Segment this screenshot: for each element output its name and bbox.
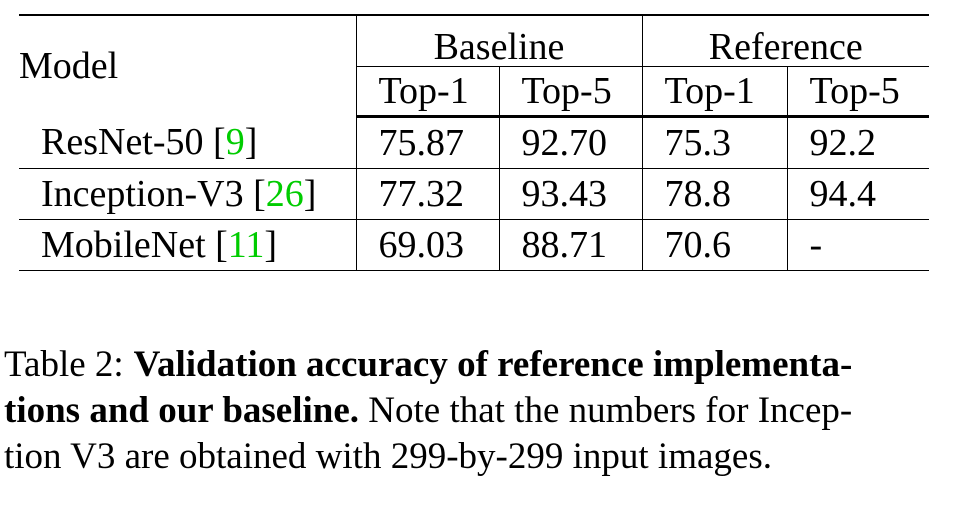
citation-bracket: ] <box>244 121 258 164</box>
model-name-cell: Inception-V3 [26] <box>19 168 356 220</box>
caption-label: Table 2: <box>4 344 124 385</box>
table-row: Inception-V3 [26] 77.32 93.43 78.8 94.4 <box>19 168 930 220</box>
baseline-top1-value: 77.32 <box>355 168 499 220</box>
citation-bracket: [ <box>253 173 266 215</box>
baseline-top1-value: 69.03 <box>355 219 499 271</box>
model-name: ResNet-50 <box>41 121 204 164</box>
header-group-baseline: Baseline <box>355 14 643 67</box>
baseline-top1-value: 75.87 <box>355 116 499 169</box>
baseline-top5-value: 92.70 <box>498 116 643 169</box>
header-row-metrics: Top-1 Top-5 Top-1 Top-5 <box>19 66 930 118</box>
citation-bracket: ] <box>303 173 317 215</box>
caption-bold-title: Validation accuracy of reference impleme… <box>133 344 853 385</box>
reference-top5-value: - <box>786 219 930 271</box>
header-baseline-top5: Top-5 <box>498 66 643 118</box>
results-table: Model Baseline Reference Top-1 Top-5 Top… <box>19 14 930 271</box>
header-group-reference: Reference <box>641 14 930 67</box>
citation-link[interactable]: 9 <box>225 121 245 164</box>
results-table-container: Model Baseline Reference Top-1 Top-5 Top… <box>19 14 930 271</box>
citation-link[interactable]: 11 <box>227 224 265 266</box>
table-row: MobileNet [11] 69.03 88.71 70.6 - <box>19 219 930 271</box>
header-row-groups: Model Baseline Reference <box>19 14 930 117</box>
model-name-cell: ResNet-50 [9] <box>19 116 356 169</box>
header-reference-top5: Top-5 <box>786 66 930 118</box>
header-model: Model <box>19 14 356 117</box>
citation-link[interactable]: 26 <box>265 173 304 215</box>
caption-line-1: Table 2: Validation accuracy of reference… <box>4 342 962 388</box>
header-reference-top1: Top-1 <box>641 66 788 118</box>
reference-top1-value: 78.8 <box>641 168 788 220</box>
reference-top1-value: 70.6 <box>641 219 788 271</box>
reference-top5-value: 94.4 <box>786 168 930 220</box>
baseline-top5-value: 93.43 <box>498 168 643 220</box>
table-row: ResNet-50 [9] 75.87 92.70 75.3 92.2 <box>19 116 930 169</box>
reference-top5-value: 92.2 <box>786 116 930 169</box>
baseline-top5-value: 88.71 <box>498 219 643 271</box>
citation-bracket: ] <box>264 224 278 266</box>
citation-bracket: [ <box>213 121 226 164</box>
caption-line-2: tions and our baseline. Note that the nu… <box>4 388 962 434</box>
model-name-cell: MobileNet [11] <box>19 219 356 271</box>
model-name: MobileNet <box>41 224 206 266</box>
model-name: Inception-V3 <box>41 173 244 215</box>
citation-bracket: [ <box>215 224 228 266</box>
table-caption: Table 2: Validation accuracy of reference… <box>4 342 962 480</box>
reference-top1-value: 75.3 <box>641 116 788 169</box>
header-baseline-top1: Top-1 <box>355 66 499 118</box>
caption-text: Note that the numbers for Incep- <box>368 390 853 431</box>
caption-line-3: tion V3 are obtained with 299-by-299 inp… <box>4 436 772 477</box>
caption-bold-title-cont: tions and our baseline. <box>4 390 360 431</box>
